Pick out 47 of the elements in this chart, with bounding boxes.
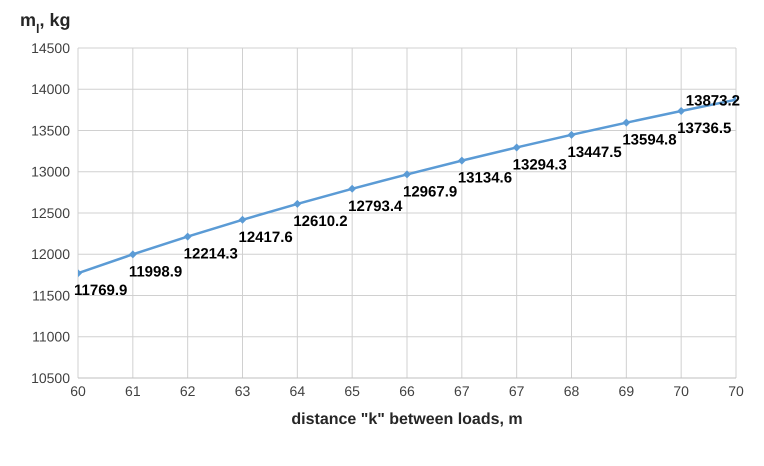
x-tick-label: 61 <box>125 382 141 399</box>
x-tick-label: 69 <box>618 382 634 399</box>
x-tick-label: 62 <box>180 382 196 399</box>
data-label: 12967.9 <box>403 183 458 200</box>
point <box>238 216 246 224</box>
point <box>184 232 192 241</box>
y-tick-label: 11000 <box>32 328 70 345</box>
point <box>677 106 686 115</box>
data-label: 11769.9 <box>74 282 128 300</box>
y-tick-label: 14000 <box>31 81 70 98</box>
x-axis-title: distance "k" between loads, m <box>291 411 523 428</box>
point <box>128 250 137 258</box>
x-tick-label: 70 <box>728 382 744 399</box>
data-label: 12610.2 <box>293 212 348 230</box>
x-tick-label: 68 <box>564 382 580 399</box>
point <box>458 156 466 165</box>
data-label: 12214.3 <box>184 246 238 263</box>
y-tick-label: 13500 <box>31 122 70 138</box>
point <box>512 143 521 152</box>
point <box>348 184 356 193</box>
data-label: 13447.5 <box>568 144 622 161</box>
data-label: 13594.8 <box>622 132 677 149</box>
y-tick-label: 12000 <box>31 246 70 262</box>
point <box>403 170 411 178</box>
data-label: 12793.4 <box>348 198 404 215</box>
data-label: 13736.5 <box>677 120 732 137</box>
x-tick-label: 67 <box>508 382 525 399</box>
point <box>622 118 630 127</box>
x-tick-label: 67 <box>454 382 470 399</box>
point <box>568 130 576 139</box>
x-tick-label: 63 <box>234 382 250 399</box>
y-tick-label: 11500 <box>32 287 70 304</box>
x-tick-label: 64 <box>290 382 306 399</box>
point <box>293 200 302 208</box>
x-tick-label: 60 <box>70 382 86 399</box>
x-tick-label: 66 <box>399 382 415 399</box>
data-label: 12417.6 <box>238 228 293 246</box>
data-label: 13134.6 <box>458 170 512 187</box>
y-axis-title: m$_{l}$, kg <box>20 10 71 36</box>
x-tick-label: 65 <box>344 382 360 399</box>
y-tick-label: 14500 <box>31 40 70 56</box>
data-label: 11998.9 <box>128 263 182 280</box>
y-tick-label: 10500 <box>31 370 70 386</box>
y-tick-label: 13000 <box>31 164 70 180</box>
x-tick-label: 70 <box>673 382 690 399</box>
data-label: 13294.3 <box>512 156 567 174</box>
y-tick-label: 12500 <box>31 204 70 221</box>
